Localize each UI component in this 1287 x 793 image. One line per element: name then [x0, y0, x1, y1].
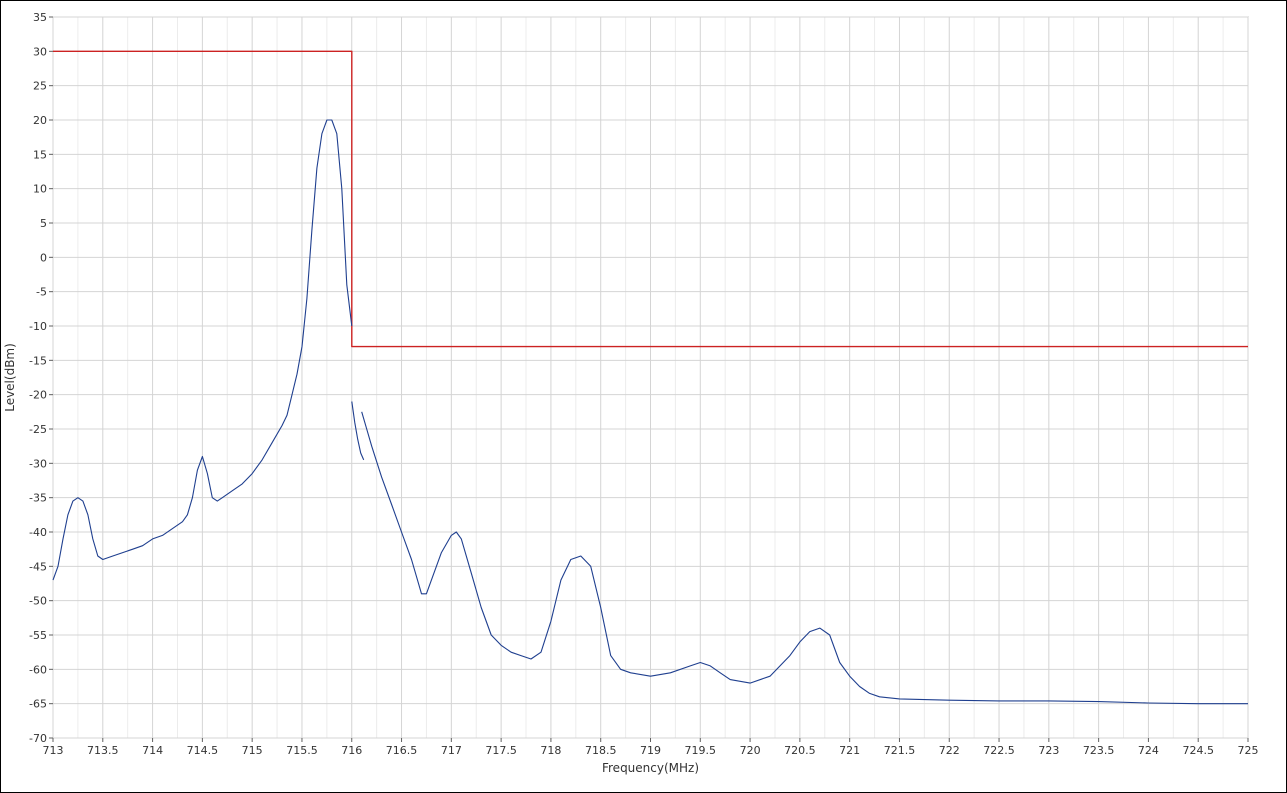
y-tick-label: -15	[29, 354, 47, 367]
x-tick-label: 718	[540, 744, 561, 757]
y-axis-ticks: 35 30 25 20 15 10 5 0 -5 -10 -15 -20 -25 -30 -35 -40 -45…	[29, 11, 53, 745]
spectrum-trace-segment	[351, 401, 365, 461]
y-tick-label: -25	[29, 423, 47, 436]
x-tick-label: 721.5	[884, 744, 916, 757]
y-tick-label: -55	[29, 629, 47, 642]
x-tick-label: 713.5	[87, 744, 119, 757]
x-axis-ticks: 713 713.5 714 714.5 715 715.5 716 716.5 717 717.5…	[43, 738, 1259, 757]
y-tick-label: -65	[29, 698, 47, 711]
limit-line	[53, 50, 1248, 348]
y-tick-label: 15	[33, 148, 47, 161]
y-tick-label: -45	[29, 560, 47, 573]
x-tick-label: 725	[1238, 744, 1259, 757]
y-tick-label: -70	[29, 732, 47, 745]
x-tick-label: 714.5	[187, 744, 219, 757]
x-tick-label: 717.5	[485, 744, 517, 757]
y-tick-label: 5	[40, 217, 47, 230]
x-tick-label: 713	[43, 744, 64, 757]
x-tick-label: 717	[441, 744, 462, 757]
spectrum-trace-segment	[361, 411, 1248, 705]
x-tick-label: 719.5	[685, 744, 717, 757]
y-axis-title: Level(dBm)	[3, 343, 17, 412]
y-tick-label: -40	[29, 526, 47, 539]
series-layer	[52, 50, 1248, 705]
grid-lines	[52, 16, 1249, 739]
y-tick-label: -10	[29, 320, 47, 333]
x-tick-label: 720.5	[784, 744, 816, 757]
y-tick-label: 10	[33, 183, 47, 196]
y-tick-label: -30	[29, 457, 47, 470]
spectrum-trace-segment	[52, 119, 353, 581]
x-tick-label: 724.5	[1182, 744, 1214, 757]
y-tick-label: 30	[33, 45, 47, 58]
y-tick-label: -5	[36, 286, 47, 299]
x-tick-label: 720	[740, 744, 761, 757]
y-tick-label: -60	[29, 663, 47, 676]
x-tick-label: 719	[640, 744, 661, 757]
x-axis-title: Frequency(MHz)	[602, 761, 699, 775]
x-tick-label: 715	[242, 744, 263, 757]
y-tick-label: 35	[33, 11, 47, 24]
x-tick-label: 718.5	[585, 744, 617, 757]
y-tick-label: -50	[29, 595, 47, 608]
x-tick-label: 722.5	[983, 744, 1015, 757]
y-tick-label: -35	[29, 492, 47, 505]
x-tick-label: 724	[1138, 744, 1159, 757]
y-tick-label: 0	[40, 251, 47, 264]
y-tick-label: 25	[33, 80, 47, 93]
y-tick-label: -20	[29, 389, 47, 402]
x-tick-label: 723.5	[1083, 744, 1115, 757]
x-tick-label: 716.5	[386, 744, 418, 757]
x-tick-label: 714	[142, 744, 163, 757]
x-tick-label: 716	[341, 744, 362, 757]
x-tick-label: 722	[939, 744, 960, 757]
x-tick-label: 721	[839, 744, 860, 757]
y-tick-label: 20	[33, 114, 47, 127]
x-tick-label: 723	[1038, 744, 1059, 757]
x-tick-label: 715.5	[286, 744, 318, 757]
